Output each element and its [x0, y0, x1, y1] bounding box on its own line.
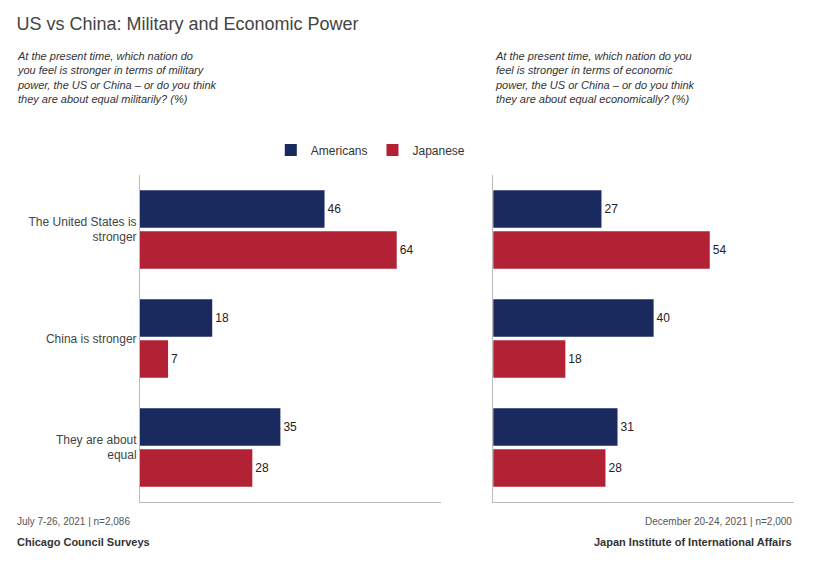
- svg-text:At the present time, which nat: At the present time, which nation do you…: [495, 50, 695, 105]
- svg-text:At the present time, which nat: At the present time, which nation doyou …: [17, 50, 217, 105]
- svg-text:28: 28: [255, 461, 269, 475]
- svg-text:Japan Institute of Internation: Japan Institute of International Affairs: [594, 536, 792, 548]
- svg-text:40: 40: [657, 311, 671, 325]
- svg-text:December 20-24, 2021 | n=2,000: December 20-24, 2021 | n=2,000: [645, 516, 792, 527]
- svg-text:July 7-26, 2021 | n=2,086: July 7-26, 2021 | n=2,086: [17, 516, 130, 527]
- svg-text:7: 7: [171, 352, 178, 366]
- svg-text:46: 46: [328, 202, 342, 216]
- svg-text:54: 54: [713, 243, 727, 257]
- svg-text:Japanese: Japanese: [412, 144, 464, 158]
- svg-text:China is stronger: China is stronger: [46, 332, 137, 346]
- svg-text:US vs China: Military and Econ: US vs China: Military and Economic Power: [16, 14, 358, 34]
- svg-text:18: 18: [215, 311, 229, 325]
- svg-text:27: 27: [604, 202, 618, 216]
- svg-text:28: 28: [608, 461, 622, 475]
- svg-text:31: 31: [621, 420, 635, 434]
- svg-text:64: 64: [400, 243, 414, 257]
- svg-text:They are aboutequal: They are aboutequal: [56, 433, 137, 463]
- svg-text:The United States isstronger: The United States isstronger: [29, 215, 137, 245]
- svg-text:18: 18: [568, 352, 582, 366]
- svg-text:Americans: Americans: [311, 144, 368, 158]
- svg-text:35: 35: [283, 420, 297, 434]
- svg-text:Chicago Council Surveys: Chicago Council Surveys: [17, 536, 150, 548]
